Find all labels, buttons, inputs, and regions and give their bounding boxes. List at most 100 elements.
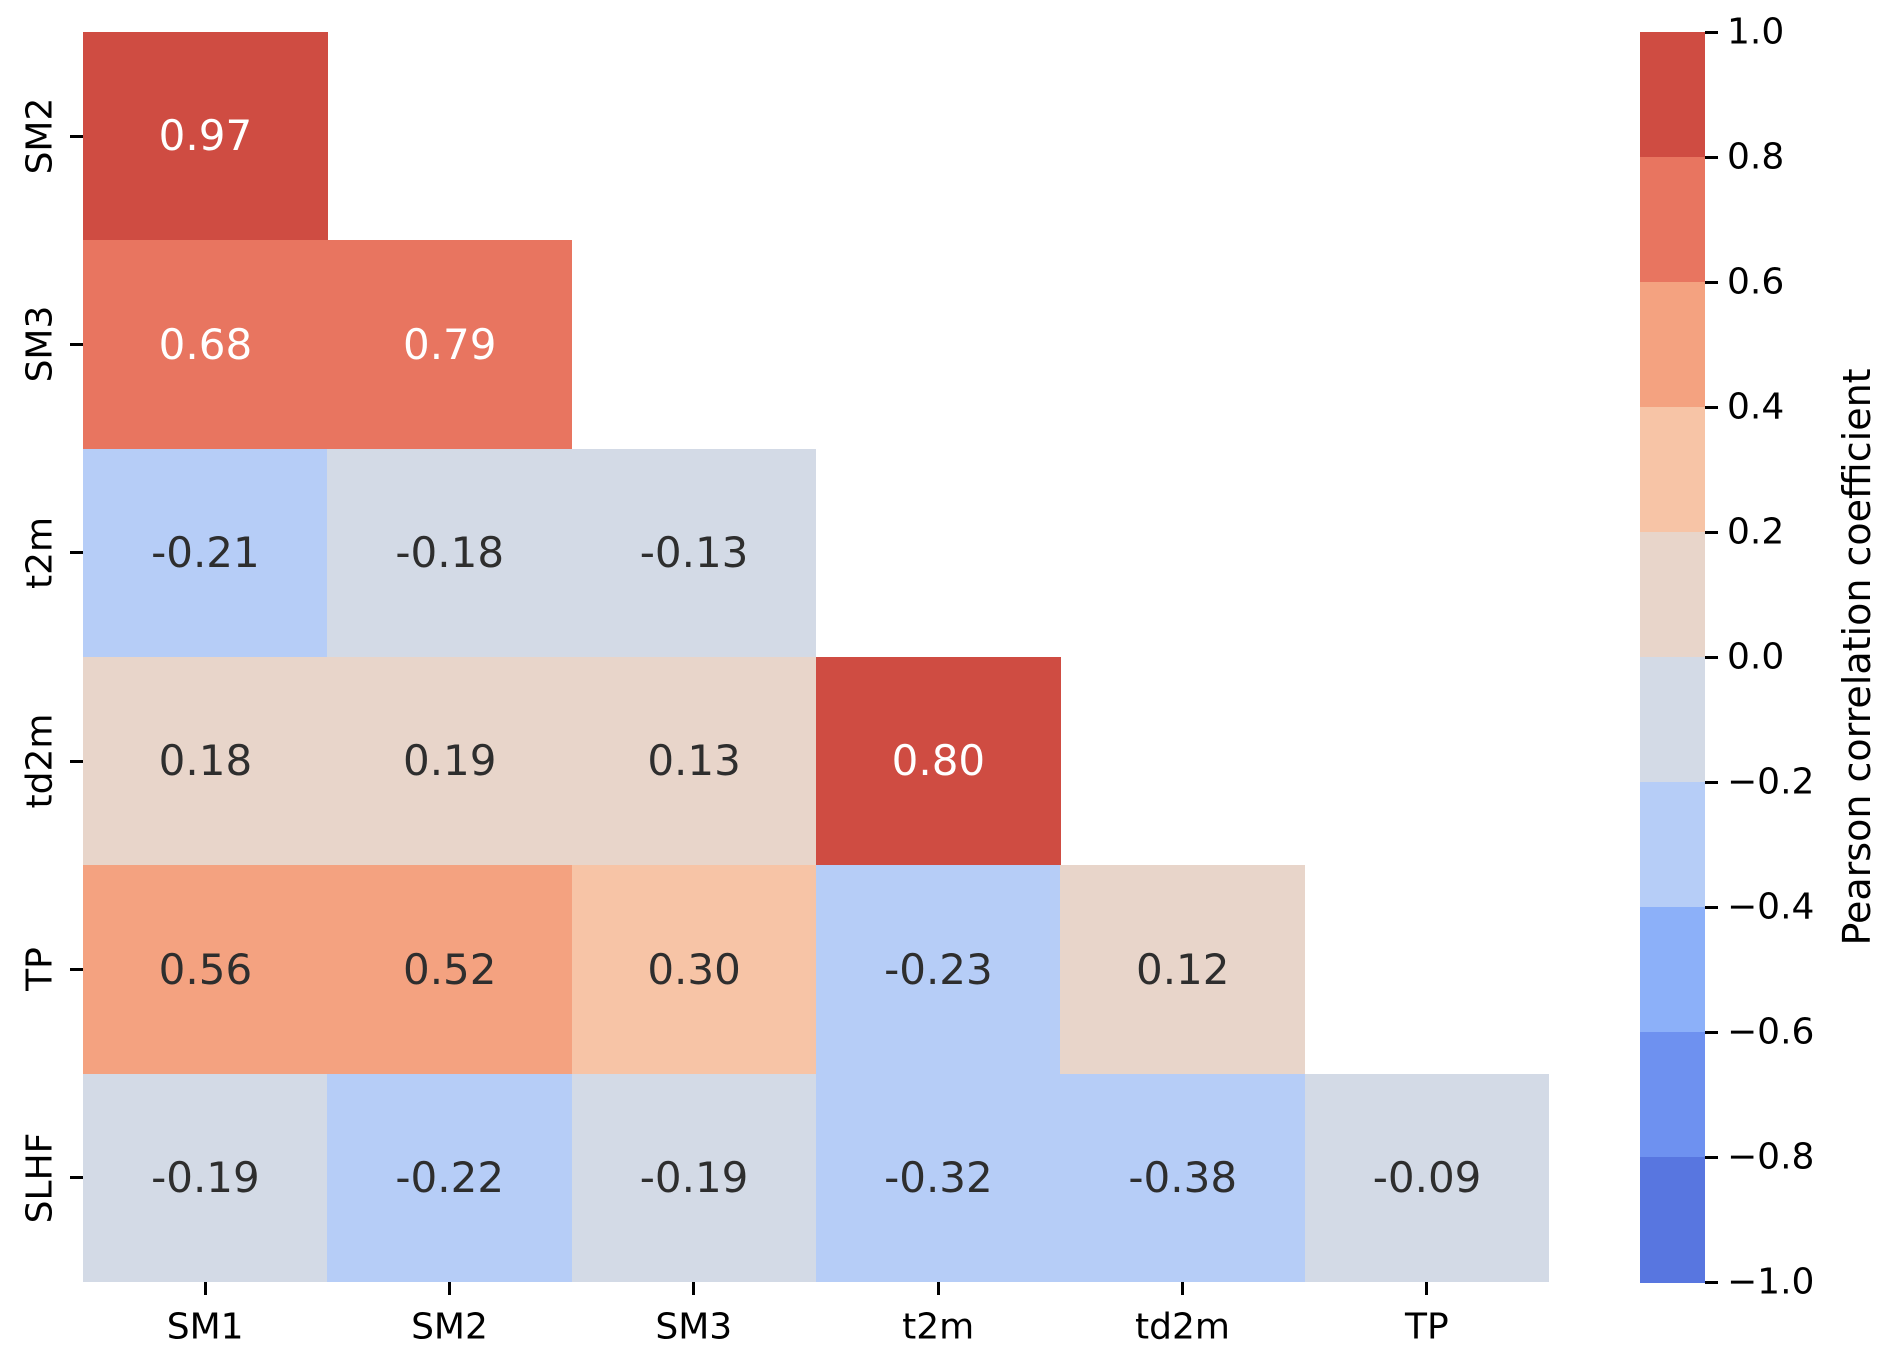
- colorbar-tick-label: 0.8: [1727, 136, 1785, 178]
- cell-value: 0.13: [647, 736, 741, 786]
- y-tick-label-TP: TP: [19, 947, 61, 992]
- colorbar-axis-label: Pearson correlation coefficient: [1835, 368, 1879, 946]
- heatmap-cell-SM3-SM1: 0.68: [83, 240, 328, 450]
- y-tick-label-SM3: SM3: [19, 306, 61, 383]
- cell-value: 0.18: [158, 736, 253, 786]
- cell-value: -0.21: [151, 528, 260, 578]
- heatmap-cell-TP-t2m: -0.23: [815, 865, 1061, 1075]
- cell-value: 0.52: [402, 944, 497, 994]
- y-axis-tick: [70, 134, 83, 138]
- colorbar-tick: [1705, 655, 1718, 659]
- heatmap-cell-t2m-SM2: -0.18: [327, 448, 573, 658]
- colorbar-tick-label: 1.0: [1727, 11, 1785, 53]
- x-axis-tick: [936, 1281, 940, 1295]
- cell-value: -0.09: [1372, 1153, 1482, 1203]
- cell-value: 0.80: [891, 736, 986, 786]
- x-axis-tick: [1180, 1281, 1184, 1295]
- cell-value: -0.13: [639, 528, 749, 578]
- heatmap-cell-t2m-SM3: -0.13: [571, 448, 817, 658]
- colorbar-tick: [1705, 1280, 1718, 1284]
- cell-value: 0.79: [402, 319, 497, 369]
- heatmap-cell-SM2-SM1: 0.97: [83, 32, 328, 241]
- colorbar-tick-label: 0.6: [1727, 261, 1785, 303]
- heatmap-cell-t2m-SM1: -0.21: [83, 448, 328, 658]
- colorbar-tick: [1705, 530, 1718, 534]
- colorbar-tick: [1705, 905, 1718, 909]
- heatmap-cell-SM3-SM2: 0.79: [327, 240, 573, 450]
- colorbar-bin: [1640, 157, 1705, 283]
- y-axis-tick: [70, 759, 83, 763]
- y-axis-tick: [70, 342, 83, 346]
- cell-value: -0.18: [395, 528, 505, 578]
- heatmap-cell-TP-SM1: 0.56: [83, 865, 328, 1075]
- x-tick-label-td2m: td2m: [1135, 1306, 1230, 1348]
- colorbar-bin: [1640, 282, 1705, 408]
- x-tick-label-SM3: SM3: [655, 1306, 733, 1348]
- y-tick-label-SM2: SM2: [19, 97, 61, 175]
- x-axis-tick: [692, 1281, 696, 1295]
- colorbar-tick-label: 0.0: [1727, 636, 1785, 678]
- cell-value: -0.38: [1128, 1153, 1238, 1203]
- colorbar-tick: [1705, 405, 1718, 409]
- cell-value: -0.22: [395, 1153, 505, 1203]
- colorbar-tick: [1705, 280, 1718, 284]
- colorbar-tick-label: −0.8: [1727, 1136, 1815, 1178]
- heatmap-cell-SLHF-td2m: -0.38: [1060, 1073, 1306, 1283]
- colorbar-bin: [1640, 782, 1705, 908]
- x-tick-label-SM1: SM1: [166, 1306, 244, 1348]
- heatmap-cell-td2m-SM3: 0.13: [571, 656, 817, 866]
- colorbar-bin: [1640, 532, 1705, 658]
- x-tick-label-SM2: SM2: [411, 1306, 488, 1348]
- x-tick-label-TP: TP: [1404, 1306, 1449, 1348]
- cell-value: -0.19: [151, 1153, 260, 1203]
- heatmap-cell-SLHF-SM1: -0.19: [83, 1073, 328, 1283]
- colorbar-bin: [1640, 907, 1705, 1033]
- cell-value: -0.32: [884, 1153, 993, 1203]
- heatmap-cell-td2m-t2m: 0.80: [815, 656, 1061, 866]
- colorbar-bin: [1640, 407, 1705, 533]
- heatmap-cell-td2m-SM2: 0.19: [327, 656, 573, 866]
- cell-value: 0.12: [1135, 944, 1230, 994]
- x-axis-tick: [203, 1281, 207, 1295]
- cell-value: 0.30: [647, 944, 741, 994]
- colorbar-tick: [1705, 1030, 1718, 1034]
- x-axis-tick: [1425, 1281, 1429, 1295]
- x-axis-tick: [447, 1281, 451, 1295]
- cell-value: 0.56: [158, 944, 253, 994]
- cell-value: 0.97: [158, 111, 253, 161]
- colorbar-tick: [1705, 780, 1718, 784]
- heatmap-cell-SLHF-SM3: -0.19: [571, 1073, 817, 1283]
- heatmap-cell-SLHF-t2m: -0.32: [815, 1073, 1061, 1283]
- heatmap-cell-td2m-SM1: 0.18: [83, 656, 328, 866]
- y-axis-tick: [70, 551, 83, 555]
- colorbar-tick-label: −0.4: [1727, 886, 1815, 928]
- cell-value: 0.68: [158, 319, 253, 369]
- colorbar-bin: [1640, 32, 1705, 158]
- colorbar-tick: [1705, 155, 1718, 159]
- cell-value: 0.19: [402, 736, 497, 786]
- heatmap-cell-TP-SM3: 0.30: [571, 865, 817, 1075]
- colorbar-tick: [1705, 30, 1718, 34]
- x-tick-label-t2m: t2m: [902, 1306, 975, 1348]
- heatmap-cell-TP-td2m: 0.12: [1060, 865, 1306, 1075]
- colorbar-tick-label: −0.6: [1727, 1011, 1815, 1053]
- colorbar-bin: [1640, 657, 1705, 783]
- heatmap-cell-SLHF-SM2: -0.22: [327, 1073, 573, 1283]
- colorbar: [1640, 32, 1705, 1283]
- heatmap-cell-TP-SM2: 0.52: [327, 865, 573, 1075]
- colorbar-tick-label: −0.2: [1727, 761, 1815, 803]
- y-axis-tick: [70, 967, 83, 971]
- colorbar-tick: [1705, 1155, 1718, 1159]
- y-axis-tick: [70, 1176, 83, 1180]
- heatmap-cell-SLHF-TP: -0.09: [1304, 1073, 1550, 1283]
- colorbar-bin: [1640, 1032, 1705, 1158]
- colorbar-tick-label: −1.0: [1727, 1261, 1815, 1303]
- y-tick-label-t2m: t2m: [19, 516, 61, 589]
- cell-value: -0.19: [639, 1153, 749, 1203]
- y-tick-label-SLHF: SLHF: [19, 1132, 61, 1224]
- colorbar-tick-label: 0.4: [1727, 386, 1785, 428]
- colorbar-bin: [1640, 1157, 1705, 1283]
- cell-value: -0.23: [884, 944, 993, 994]
- colorbar-tick-label: 0.2: [1727, 511, 1785, 553]
